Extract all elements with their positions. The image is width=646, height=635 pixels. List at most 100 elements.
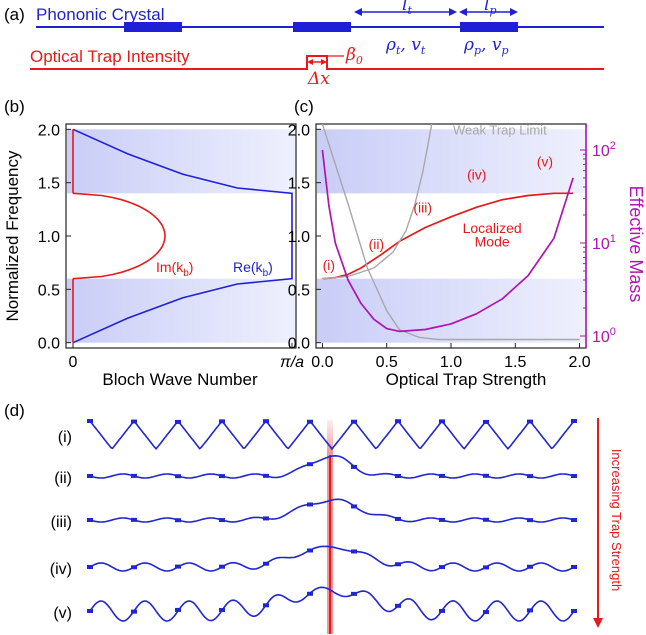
mode-pad [395,419,401,424]
bandgap-fill-1 [317,129,585,194]
series-weak-trap-limit-lower [321,124,580,341]
row-label: (iv) [50,561,72,578]
y2-tick-label: 102 [592,140,616,160]
rho-p-v-p-label: ρp, vp [463,35,509,57]
annotation-iii: (iii) [413,200,432,216]
dx-label: Δx [307,69,330,89]
lt-arrow [354,8,457,16]
y-tick-label: 1.0 [288,229,310,246]
annotation-ii: (ii) [369,236,385,252]
im-kb-label: Im(kb) [156,259,193,279]
y-tick-label: 1.5 [288,176,310,193]
mode-pad [527,518,533,523]
y2-tick-label: 100 [592,326,616,346]
mode-pad [351,549,357,554]
mode-pad [439,565,445,570]
mode-pad [219,419,225,424]
row-label: (v) [53,605,72,622]
mode-curve [89,586,575,622]
mode-pad [131,517,137,522]
x-tick-label: 2.0 [568,354,590,371]
mode-pad [87,565,93,569]
mode-pad [439,517,445,522]
lt-label: lt [402,0,412,17]
mode-pad [571,518,577,522]
mode-pad [351,591,357,596]
mode-pad [395,562,401,567]
trap-profile [30,55,604,70]
bandgap-fill-0 [317,278,585,343]
y-tick-label: 1.5 [38,176,60,193]
series-weak-trap-limit [322,124,433,280]
dx-arrow [307,59,327,65]
re-kb-line [72,128,293,344]
panel-b-xlabel: Bloch Wave Number [102,370,258,389]
mode-pad [527,608,533,613]
mode-pad [571,565,577,569]
mode-pad [483,610,489,615]
panel-b-plot: 0.0 0.5 1.0 1.5 2.0 0 π/a Im(kb) Re(kb) [38,122,304,371]
mode-pad [307,419,313,424]
series-effective-mass [321,149,574,333]
mode-pad [439,473,445,478]
mode-pad [439,419,445,424]
re-kb-label: Re(kb) [233,259,273,279]
mode-pad [87,419,93,423]
mode-pad [527,564,533,569]
beta-label: β0 [345,45,363,67]
mode-pad [219,564,225,569]
annotation-weak-trap-limit: Weak Trap Limit [453,123,547,138]
panel-c-xlabel: Optical Trap Strength [386,370,547,389]
mode-pad [351,464,357,469]
crystal-pad-2 [293,22,351,32]
mode-pad [131,473,137,478]
mode-pad [307,462,313,467]
panel-a-label: (a) [4,5,25,24]
series-localized-mode [322,192,574,280]
y-tick-label: 2.0 [38,122,60,139]
x-tick-label: 1.5 [504,354,526,371]
panel-b-label: (b) [4,97,25,116]
mode-pad [263,603,269,608]
mode-pad [483,517,489,522]
annotation-mode: Mode [475,234,510,250]
panel-c-series [321,124,580,341]
crystal-label: Phononic Crystal [36,5,165,24]
mode-curve [89,498,575,523]
mode-pad [131,419,137,424]
mode-pad [483,565,489,570]
y-tick-label: 1.0 [38,229,60,246]
y-tick-label: 0.5 [288,282,310,299]
annotation-i: (i) [323,257,335,273]
panel-d: (d) (i) (ii) (iii) (iv) (v) Increasing Trap … [4,401,624,634]
mode-pad [395,603,401,608]
panel-b-ylabel: Normalized Frequency [3,150,22,322]
annotation-localized: Localized [463,220,522,236]
mode-pad [175,419,181,424]
mode-pad [483,473,489,478]
trap-label: Optical Trap Intensity [30,47,190,66]
crystal-pad-3 [460,22,518,32]
panel-c-label: (c) [294,97,314,116]
mode-pad [219,474,225,479]
y-tick-label: 0.0 [38,336,60,353]
rho-t-v-t-label: ρt, vt [385,35,426,57]
mode-pad [175,518,181,523]
mode-pad [131,609,137,614]
x-tick-label: 1.0 [440,354,462,371]
mode-pad [219,518,225,523]
mode-pad [571,474,577,478]
mode-pad [263,516,269,521]
mode-pad [307,591,313,596]
mode-pad [131,565,137,570]
mode-curve [89,454,575,479]
lp-label: lp [484,0,496,17]
panel-c: (c) 0.00.51.01.52.00.0 0.5 1.0 1.5 2.0100101… [288,97,646,389]
increasing-label: Increasing Trap Strength [609,449,624,591]
bandgap-fill-0 [67,278,295,343]
y-tick-label: 2.0 [288,122,310,139]
mode-pad [351,504,357,509]
mode-pad [571,609,577,613]
mode-pad [175,607,181,612]
